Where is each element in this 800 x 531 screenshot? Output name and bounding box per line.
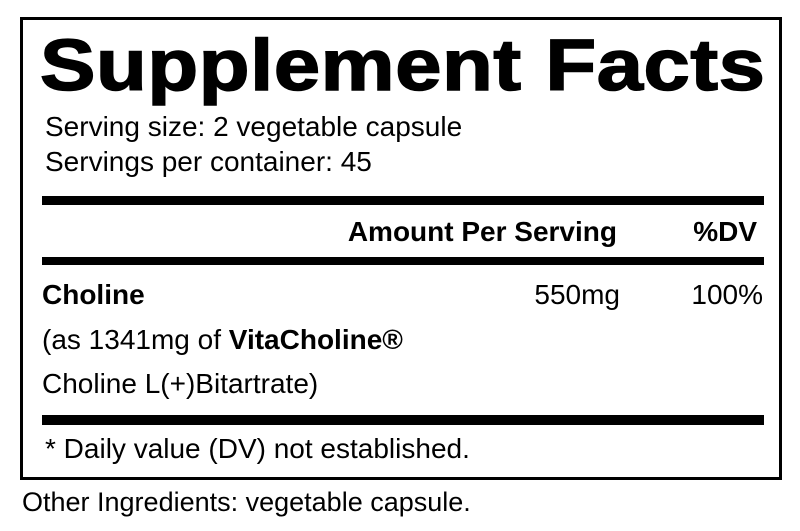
ingredient-name: Choline xyxy=(42,279,145,310)
other-ingredients: Other Ingredients: vegetable capsule. xyxy=(22,487,471,517)
footnote: * Daily value (DV) not established. xyxy=(45,433,470,464)
ingredient-amount: 550mg xyxy=(534,279,620,310)
serving-size: Serving size: 2 vegetable capsule xyxy=(45,111,463,142)
supplement-facts-panel xyxy=(20,17,782,480)
panel-title: Supplement Facts xyxy=(39,26,766,106)
ingredient-detail: (as 1341mg of VitaCholine® xyxy=(42,326,403,354)
ingredient-brand: VitaCholine® xyxy=(228,324,403,355)
divider-header xyxy=(42,257,764,265)
ingredient-dv: 100% xyxy=(691,279,763,310)
ingredient-detail-line2: Choline L(+)Bitartrate) xyxy=(42,368,319,399)
servings-per-container: Servings per container: 45 xyxy=(45,146,372,177)
header-amount-per-serving: Amount Per Serving xyxy=(347,216,617,247)
divider-footer xyxy=(42,415,764,425)
ingredient-detail-prefix: (as 1341mg of xyxy=(42,324,229,355)
header-dv: %DV xyxy=(693,216,757,247)
divider-thick xyxy=(42,196,764,205)
